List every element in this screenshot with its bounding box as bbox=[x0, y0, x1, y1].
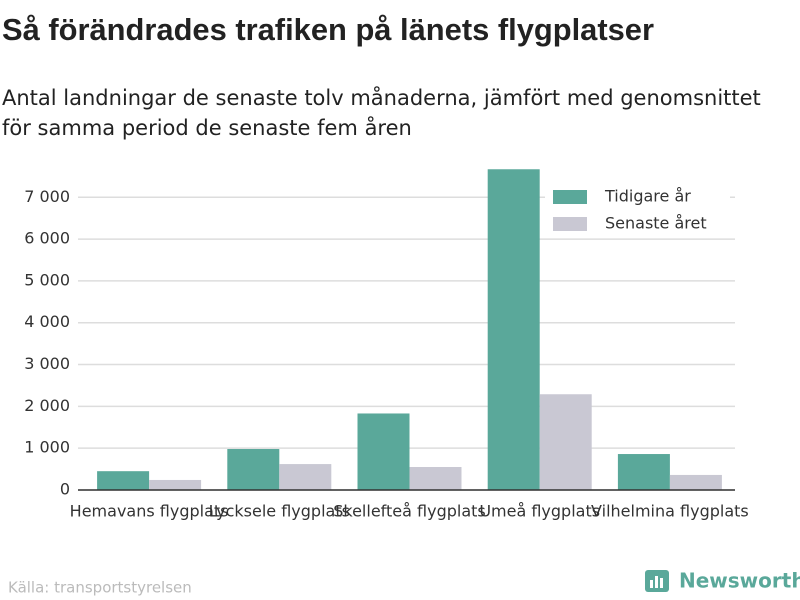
bar bbox=[539, 394, 592, 490]
x-tick-label: Umeå flygplats bbox=[479, 502, 600, 521]
x-tick-label: Lycksele flygplats bbox=[209, 502, 350, 521]
y-tick-label: 7 000 bbox=[24, 187, 70, 206]
legend-label: Senaste året bbox=[605, 214, 707, 233]
logo-icon bbox=[645, 570, 669, 592]
bar bbox=[487, 169, 540, 490]
y-tick-label: 6 000 bbox=[24, 229, 70, 248]
bar bbox=[149, 479, 202, 490]
bar bbox=[409, 467, 462, 490]
y-tick-label: 1 000 bbox=[24, 438, 70, 457]
legend-swatch bbox=[553, 190, 587, 204]
bar bbox=[617, 454, 670, 490]
legend-label: Tidigare år bbox=[604, 187, 691, 206]
bar bbox=[669, 474, 722, 490]
y-tick-label: 2 000 bbox=[24, 396, 70, 415]
bar bbox=[279, 464, 332, 490]
x-tick-label: Vilhelmina flygplats bbox=[591, 502, 749, 521]
source: Källa: transportstyrelsen bbox=[8, 579, 192, 597]
chart-subtitle: för samma period de senaste fem åren bbox=[2, 115, 412, 140]
y-tick-label: 5 000 bbox=[24, 270, 70, 289]
x-tick-label: Hemavans flygplats bbox=[70, 502, 229, 521]
bar bbox=[97, 471, 150, 490]
x-tick-label: Skellefteå flygplats bbox=[333, 502, 486, 521]
chart-title: Så förändrades trafiken på länets flygpl… bbox=[2, 12, 654, 47]
logo: Newsworthy bbox=[679, 569, 800, 593]
chart-subtitle: Antal landningar de senaste tolv månader… bbox=[2, 85, 761, 110]
bar bbox=[357, 413, 410, 490]
y-tick-label: 4 000 bbox=[24, 312, 70, 331]
legend-swatch bbox=[553, 217, 587, 231]
bar bbox=[227, 449, 280, 490]
y-tick-label: 0 bbox=[60, 480, 70, 499]
y-tick-label: 3 000 bbox=[24, 354, 70, 373]
